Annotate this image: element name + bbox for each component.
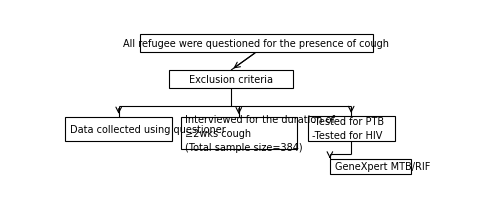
Text: All refugee were questioned for the presence of cough: All refugee were questioned for the pres… xyxy=(123,39,389,49)
FancyBboxPatch shape xyxy=(169,71,293,88)
FancyBboxPatch shape xyxy=(330,159,411,175)
Text: Interviewed for the duration of
≥2wks cough
(Total sample size=384): Interviewed for the duration of ≥2wks co… xyxy=(186,115,335,152)
FancyBboxPatch shape xyxy=(308,116,395,141)
Text: GeneXpert MTB/RIF: GeneXpert MTB/RIF xyxy=(334,162,430,172)
FancyBboxPatch shape xyxy=(180,117,297,149)
FancyBboxPatch shape xyxy=(66,117,172,142)
Text: -Tested for PTB
-Tested for HIV: -Tested for PTB -Tested for HIV xyxy=(312,117,384,140)
FancyBboxPatch shape xyxy=(140,35,372,53)
Text: Data collected using questioner: Data collected using questioner xyxy=(70,124,226,134)
Text: Exclusion criteria: Exclusion criteria xyxy=(189,74,273,84)
